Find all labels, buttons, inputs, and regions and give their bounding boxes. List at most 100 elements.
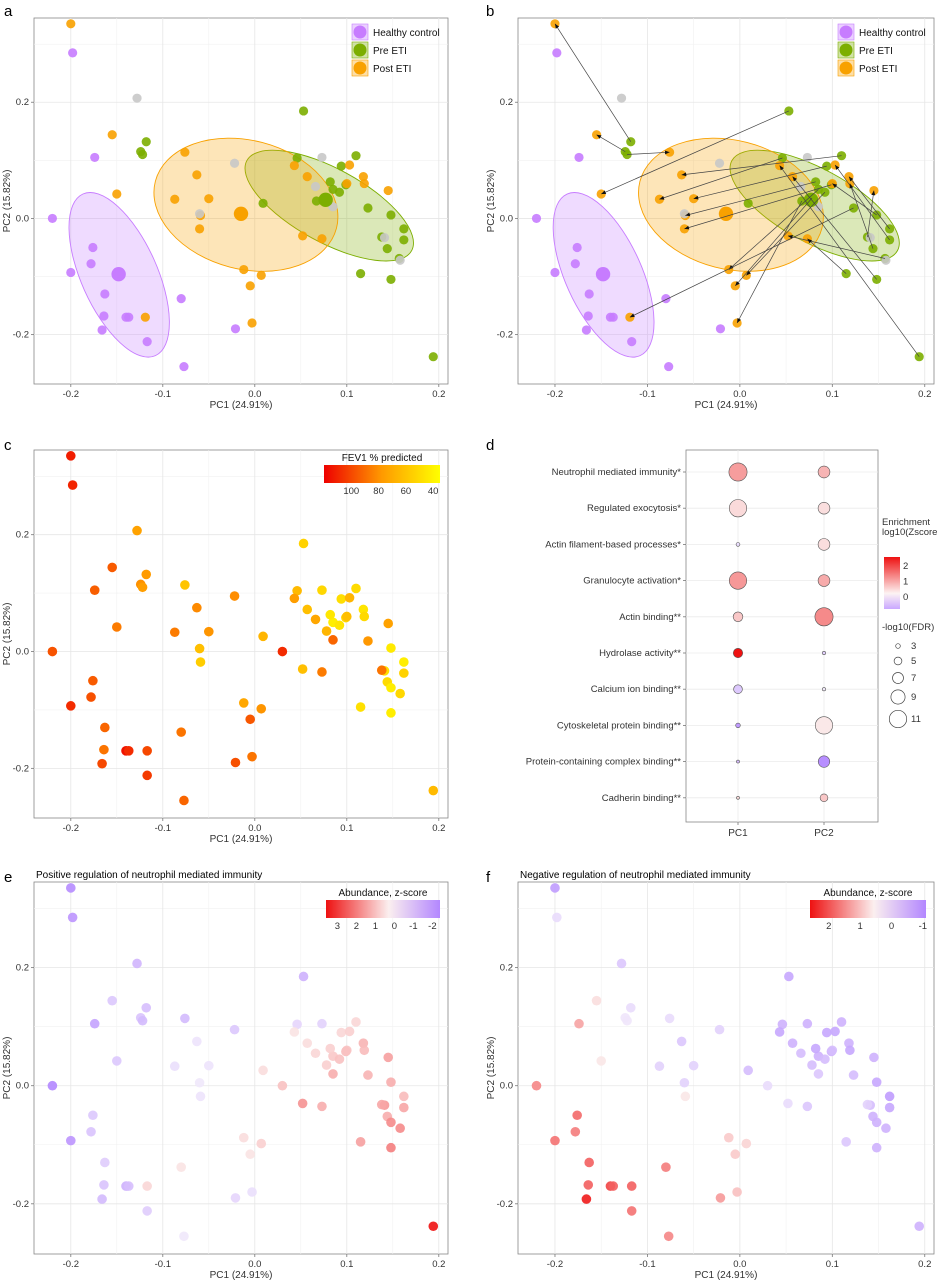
data-point [317, 234, 327, 244]
plot-title: Positive regulation of neutrophil mediat… [36, 870, 262, 881]
data-point [358, 172, 368, 182]
x-tick-label: 0.2 [432, 389, 445, 400]
data-point [230, 324, 241, 334]
data-point [107, 562, 117, 573]
data-point [914, 1221, 925, 1232]
data-point [399, 1091, 409, 1102]
data-point [321, 1060, 332, 1070]
colorbar-title-line2: log10(Zscore) [882, 527, 937, 538]
data-point [715, 1193, 726, 1203]
data-point [176, 294, 186, 304]
data-point [238, 698, 249, 708]
data-point [784, 971, 794, 982]
panel-label-f: f [486, 869, 491, 886]
data-point [399, 668, 409, 678]
data-point [47, 213, 58, 224]
x-tick-label: 0.2 [918, 1259, 931, 1270]
data-point [379, 233, 390, 243]
data-point [355, 1137, 366, 1147]
enrichment-dot [819, 793, 829, 802]
data-point [848, 203, 859, 213]
data-point [310, 1048, 321, 1059]
data-point [399, 224, 409, 234]
data-point [821, 1027, 832, 1038]
data-point [531, 1080, 542, 1091]
data-point [399, 235, 409, 245]
data-point [784, 106, 794, 116]
data-point [317, 585, 327, 595]
data-point [99, 744, 109, 755]
colorbar-title: Abundance, z-score [339, 888, 428, 899]
data-point [86, 692, 96, 702]
data-point [67, 480, 78, 490]
enrichment-dot [736, 759, 740, 764]
data-point [176, 727, 186, 737]
y-axis-title: PC2 (15.82%) [2, 1037, 13, 1100]
data-point [86, 1126, 96, 1137]
size-legend-label: 9 [911, 692, 916, 703]
data-point [88, 675, 98, 686]
data-point [383, 185, 393, 196]
y-tick-label: 0.0 [16, 213, 29, 224]
pair-arrow-line [596, 134, 626, 152]
data-point [376, 665, 387, 676]
pair-arrow-line [849, 183, 874, 249]
enrichment-dot [817, 465, 831, 479]
pair-arrow-head [629, 313, 635, 318]
colorbar-tick: 0 [392, 921, 397, 932]
data-point [885, 235, 895, 245]
data-point [89, 1018, 100, 1029]
data-point [192, 1036, 202, 1047]
data-point [142, 1206, 152, 1216]
data-point [342, 178, 352, 189]
colorbar-tick: 2 [354, 921, 359, 932]
data-point [112, 189, 122, 199]
plot-a: -0.2 -0.1 0.0 0.1 0.2 -0.2 0.0 0.2 PC1 (24.91%) P… [2, 17, 449, 411]
data-point [137, 1015, 148, 1026]
colorbar [810, 900, 926, 918]
data-point [871, 1142, 882, 1153]
data-point [229, 591, 240, 601]
x-tick-label: -0.2 [547, 389, 563, 400]
legend-label: Post ETI [373, 64, 411, 75]
data-point [195, 1091, 206, 1102]
data-point [386, 643, 396, 653]
x-tick-label: -0.1 [639, 1259, 655, 1270]
colorbar-tick: 3 [335, 921, 340, 932]
data-point [715, 324, 726, 334]
data-point [583, 311, 593, 321]
pair-arrow-head [601, 190, 607, 195]
data-point [885, 224, 895, 234]
x-tick-label: 0.0 [248, 389, 261, 400]
panel-label-a: a [4, 3, 13, 20]
pair-arrow-line [554, 23, 632, 142]
data-point [195, 657, 206, 667]
term-label: Cadherin binding** [602, 793, 682, 804]
pair-arrow-line [792, 176, 877, 280]
centroid-point [111, 267, 126, 282]
plot-e: -0.2 -0.1 0.0 0.1 0.2 -0.2 0.0 0.2 PC1 (24.91%) P… [2, 870, 449, 1280]
data-point [884, 1091, 895, 1102]
data-point [179, 1231, 189, 1242]
pair-arrow-line [736, 200, 803, 324]
x-tick-label: 0.1 [340, 1259, 353, 1270]
pair-arrow-line [834, 164, 890, 241]
pair-arrow-line [685, 181, 816, 216]
data-point [428, 1221, 439, 1232]
term-label: Actin filament-based processes* [545, 539, 681, 550]
y-axis-title: PC2 (15.82%) [486, 170, 497, 233]
data-point [289, 160, 299, 171]
pair-arrow-head [849, 183, 854, 189]
data-point [256, 1138, 267, 1149]
term-label: Protein-containing complex binding** [526, 757, 682, 768]
x-tick-label: -0.1 [639, 389, 655, 400]
data-point [827, 1045, 838, 1056]
data-point [395, 1123, 405, 1134]
data-point [334, 620, 345, 631]
data-point [124, 312, 134, 322]
pair-arrow-head [685, 212, 691, 217]
data-point [802, 1018, 813, 1029]
y-tick-label: -0.2 [13, 1199, 29, 1210]
data-point [176, 1162, 186, 1172]
data-point [383, 1052, 394, 1063]
